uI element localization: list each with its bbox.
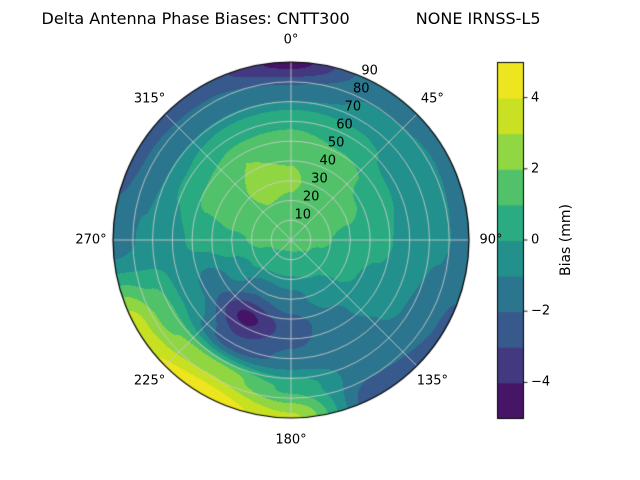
radial-tick-label-50: 50 [327, 135, 345, 151]
radial-tick-label-20: 20 [302, 189, 320, 205]
colorbar-tick-label--2: −2 [531, 303, 551, 319]
angular-tick-label-90: 90° [479, 232, 503, 248]
radial-tick-label-70: 70 [344, 99, 362, 115]
colorbar-tick-label-2: 2 [531, 161, 540, 177]
angular-tick-label-135: 135° [416, 373, 449, 389]
colorbar-tick-label--4: −4 [531, 374, 551, 390]
colorbar-tick-label-4: 4 [531, 90, 540, 106]
radial-tick-label-80: 80 [352, 81, 370, 97]
radial-tick-label-40: 40 [319, 153, 337, 169]
radial-tick-label-30: 30 [311, 171, 328, 187]
colorbar-label: Bias (mm) [558, 203, 574, 277]
radial-tick-label-90: 90 [361, 63, 378, 79]
plot-title: Delta Antenna Phase Biases: CNTT300 NONE… [41, 9, 541, 28]
radial-tick-label-60: 60 [336, 117, 353, 133]
colorbar-tick-label-0: 0 [531, 232, 540, 248]
angular-tick-label-0: 0° [283, 32, 299, 48]
radial-tick-label-10: 10 [294, 207, 312, 223]
angular-tick-label-225: 225° [133, 373, 166, 389]
angular-tick-label-315: 315° [133, 91, 166, 107]
angular-tick-label-180: 180° [275, 432, 307, 448]
angular-tick-label-270: 270° [75, 232, 107, 248]
angular-tick-label-45: 45° [420, 91, 444, 107]
